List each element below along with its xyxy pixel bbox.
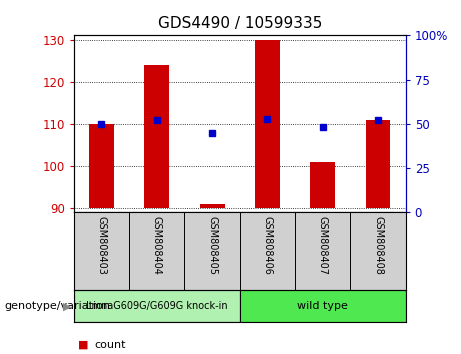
Bar <box>89 124 114 208</box>
Text: GSM808403: GSM808403 <box>96 216 106 275</box>
Bar <box>240 290 406 322</box>
Text: ■: ■ <box>78 340 89 350</box>
Title: GDS4490 / 10599335: GDS4490 / 10599335 <box>158 16 322 32</box>
Text: GSM808404: GSM808404 <box>152 216 162 275</box>
Text: GSM808405: GSM808405 <box>207 216 217 275</box>
Text: GSM808407: GSM808407 <box>318 216 328 275</box>
Text: wild type: wild type <box>297 301 348 311</box>
Text: LmnaG609G/G609G knock-in: LmnaG609G/G609G knock-in <box>86 301 228 311</box>
Bar <box>74 290 240 322</box>
Text: ▶: ▶ <box>63 301 71 311</box>
Bar <box>255 40 280 208</box>
Bar <box>366 120 390 208</box>
Text: GSM808408: GSM808408 <box>373 216 383 275</box>
Text: genotype/variation: genotype/variation <box>5 301 111 311</box>
Text: GSM808406: GSM808406 <box>262 216 272 275</box>
Text: count: count <box>95 340 126 350</box>
Bar <box>144 65 169 208</box>
Bar <box>310 162 335 208</box>
Bar <box>200 204 225 208</box>
